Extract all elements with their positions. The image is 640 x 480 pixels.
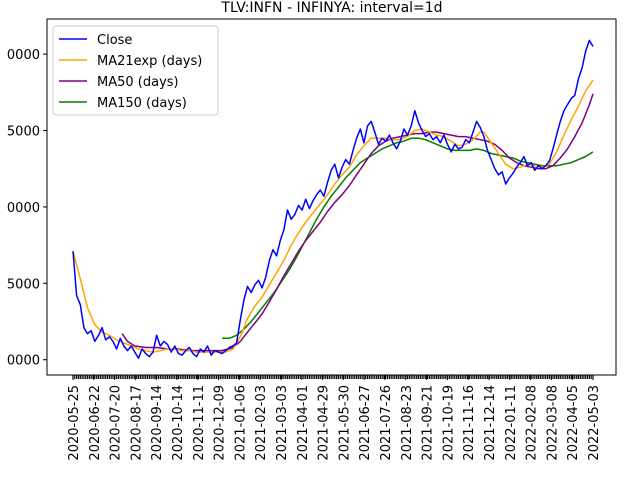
x-tick-label: 2022-05-03 <box>587 385 602 461</box>
x-tick-label: 2020-06-22 <box>88 385 103 461</box>
x-tick-label: 2021-12-14 <box>483 385 498 461</box>
x-tick-label: 2020-05-25 <box>67 385 82 461</box>
x-tick-label: 2021-10-19 <box>441 385 456 461</box>
plot-frame <box>46 18 617 376</box>
x-tick-label: 2022-03-08 <box>545 385 560 461</box>
y-tick-label: 0000 <box>7 48 40 63</box>
legend-label: Close <box>97 33 132 48</box>
x-tick-label: 2020-12-09 <box>213 385 228 461</box>
y-axis: 0000 5000 0000 5000 0000 <box>7 48 47 369</box>
legend-label: MA21exp (days) <box>97 54 202 69</box>
legend-box <box>52 25 219 116</box>
x-tick-label: 2022-04-05 <box>566 385 581 461</box>
series-line-ma50-days <box>121 93 594 352</box>
x-tick-label: 2020-09-14 <box>150 385 165 461</box>
x-tick-label: 2021-07-26 <box>379 385 394 461</box>
x-tick-label: 2020-08-17 <box>129 385 144 461</box>
y-tick-label: 0000 <box>7 354 40 369</box>
y-tick-label: 5000 <box>7 277 40 292</box>
x-tick-label: 2022-02-08 <box>525 385 540 461</box>
x-tick-label: 2021-06-27 <box>358 385 373 461</box>
x-tick-label: 2021-02-03 <box>254 385 269 461</box>
legend-label: MA150 (days) <box>97 96 187 111</box>
x-tick-label: 2022-01-11 <box>504 385 519 461</box>
x-tick-label: 2021-09-21 <box>421 385 436 461</box>
x-axis: 2020-05-25 2020-06-22 2020-07-20 2020-08-17… <box>67 375 602 461</box>
x-tick-label: 2021-01-06 <box>233 385 248 461</box>
x-tick-label: 2021-04-29 <box>317 385 332 461</box>
series-layer <box>72 39 594 359</box>
x-tick-label: 2021-11-16 <box>462 385 477 461</box>
x-tick-label: 2021-03-03 <box>275 385 290 461</box>
y-tick-label: 5000 <box>7 125 40 140</box>
legend: Close MA21exp (days) MA50 (days) MA150 (day… <box>52 25 219 116</box>
x-tick-label: 2021-04-01 <box>296 385 311 461</box>
series-line-close <box>72 39 594 359</box>
x-tick-label: 2020-10-14 <box>171 385 186 461</box>
x-tick-label: 2020-11-11 <box>192 385 207 461</box>
chart-title: TLV:INFN - INFINYA: interval=1d <box>220 0 442 16</box>
legend-label: MA50 (days) <box>97 75 179 90</box>
x-tick-label: 2021-08-23 <box>400 385 415 461</box>
x-tick-label: 2021-05-30 <box>337 385 352 461</box>
y-tick-label: 0000 <box>7 201 40 216</box>
series-line-ma21exp-days <box>72 79 594 353</box>
x-tick-label: 2020-07-20 <box>109 385 124 461</box>
